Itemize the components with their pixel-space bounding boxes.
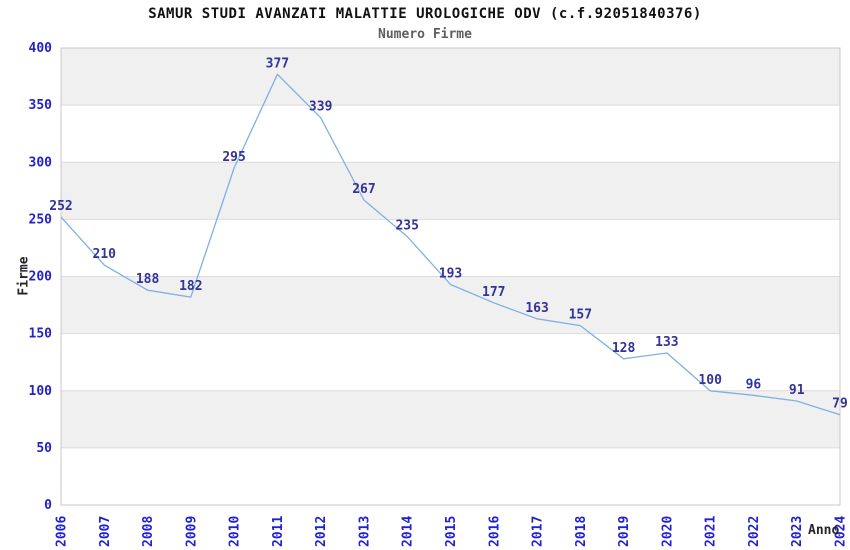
- x-tick-label: 2013: [357, 516, 372, 547]
- data-label: 157: [569, 308, 592, 323]
- y-tick-label: 350: [29, 98, 53, 113]
- y-tick-label: 100: [29, 384, 53, 399]
- data-label: 96: [746, 377, 762, 392]
- x-tick-label: 2021: [704, 516, 719, 547]
- x-tick-label: 2007: [98, 516, 113, 547]
- x-tick-label: 2011: [271, 516, 286, 547]
- data-label: 177: [482, 285, 505, 300]
- plot-band: [61, 390, 840, 448]
- data-label: 252: [49, 199, 72, 214]
- data-label: 210: [93, 247, 117, 262]
- data-label: 235: [395, 219, 418, 234]
- y-axis-title: Firme: [16, 256, 32, 296]
- data-label: 182: [179, 279, 202, 294]
- chart-title: SAMUR STUDI AVANZATI MALATTIE UROLOGICHE…: [148, 6, 702, 22]
- data-label: 267: [352, 182, 375, 197]
- data-label: 128: [612, 341, 636, 356]
- data-label: 91: [789, 383, 805, 398]
- x-tick-label: 2020: [660, 516, 675, 547]
- x-tick-label: 2022: [747, 516, 762, 547]
- y-tick-label: 0: [44, 498, 52, 513]
- x-axis-title: Anno: [808, 523, 840, 538]
- data-label: 339: [309, 100, 332, 115]
- data-label: 133: [655, 335, 678, 350]
- plot-band: [61, 162, 840, 220]
- x-tick-label: 2023: [790, 516, 805, 547]
- data-label: 100: [698, 373, 722, 388]
- data-label: 377: [266, 56, 289, 71]
- x-tick-label: 2015: [444, 516, 459, 547]
- x-tick-label: 2024: [834, 516, 849, 547]
- x-tick-label: 2019: [617, 516, 632, 547]
- y-tick-label: 150: [29, 327, 53, 342]
- y-tick-label: 300: [29, 155, 53, 170]
- plot-band: [61, 48, 840, 106]
- x-tick-label: 2012: [314, 516, 329, 547]
- data-label: 295: [222, 150, 245, 165]
- chart-subtitle: Numero Firme: [378, 27, 472, 42]
- data-label: 163: [525, 301, 548, 316]
- x-tick-label: 2008: [141, 516, 156, 547]
- y-tick-label: 50: [36, 441, 52, 456]
- plot-border: [60, 47, 841, 506]
- y-tick-label: 400: [29, 41, 53, 56]
- plot-band: [61, 276, 840, 334]
- x-tick-label: 2016: [487, 516, 502, 547]
- x-tick-label: 2009: [184, 516, 199, 547]
- data-label: 193: [439, 266, 462, 281]
- data-label: 188: [136, 272, 160, 287]
- x-tick-label: 2006: [55, 516, 70, 547]
- x-tick-label: 2014: [401, 516, 416, 547]
- y-tick-label: 200: [29, 270, 53, 285]
- data-line: [60, 73, 841, 416]
- x-tick-label: 2017: [531, 516, 546, 547]
- y-tick-label: 250: [29, 212, 53, 227]
- x-tick-label: 2018: [574, 516, 589, 547]
- data-label: 79: [832, 397, 848, 412]
- x-tick-label: 2010: [228, 516, 243, 547]
